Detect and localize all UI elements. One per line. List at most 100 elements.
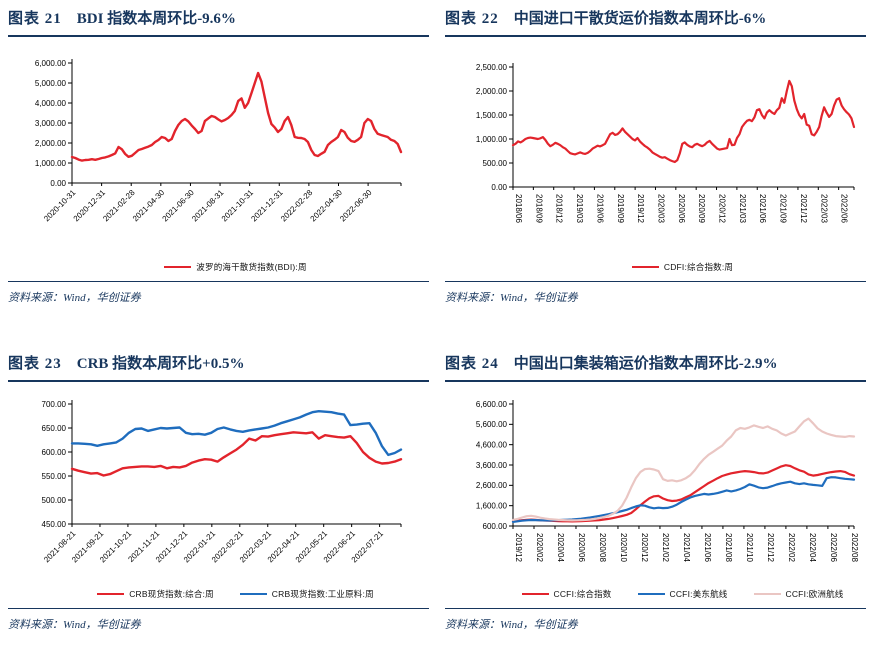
legend-item: CRB现货指数:综合:周 — [97, 588, 214, 600]
x-axis-tick-label: 2020/06 — [577, 533, 586, 562]
y-axis-tick-label: 2,000.00 — [35, 139, 67, 148]
y-axis-tick-label: 2,500.00 — [476, 63, 508, 72]
bdi-line-chart: 0.00 1,000.00 2,000.00 3,000.00 4,000.00 5,00… — [35, 59, 403, 224]
bdi-chart-legend: 波罗的海干散货指数(BDI):周 — [8, 257, 429, 277]
source-text: 资料来源：Wind，华创证券 — [445, 292, 578, 304]
figure-label: 图表 23 — [8, 356, 62, 372]
legend-label: CCFI:美东航线 — [669, 589, 728, 599]
legend-item: CCFI:欧洲航线 — [753, 588, 844, 600]
figure-footer: 资料来源：Wind，华创证券 — [445, 281, 866, 306]
x-axis-tick-label: 2021/12 — [799, 194, 808, 223]
x-axis-tick-label: 2022/08 — [850, 533, 859, 562]
x-axis-tick-label: 2021/06 — [703, 533, 712, 562]
legend-item: CCFI:综合指数 — [521, 588, 612, 600]
figure-label: 图表 24 — [445, 356, 499, 372]
source-text: 资料来源：Wind，华创证券 — [445, 619, 578, 631]
x-axis-tick-label: 2021/04 — [682, 533, 691, 562]
x-axis-tick-label: 2020/02 — [535, 533, 544, 562]
series-line — [70, 410, 403, 457]
y-axis-tick-label: 600.00 — [483, 522, 508, 531]
figure-title: 中国进口干散货运价指数本周环比-6% — [513, 11, 767, 27]
x-axis-tick-label: 2022/06 — [840, 194, 849, 223]
x-axis-tick-label: 2022-06-30 — [338, 188, 374, 224]
y-axis-tick-label: 3,600.00 — [476, 461, 508, 470]
figure-header: 图表 23 CRB 指数本周环比+0.5% — [8, 355, 429, 382]
source-text: 资料来源：Wind，华创证券 — [8, 292, 141, 304]
x-axis-tick-label: 2021/09 — [779, 194, 788, 223]
figure-header: 图表 24 中国出口集装箱运价指数本周环比-2.9% — [445, 355, 866, 382]
y-axis-tick-label: 550.00 — [42, 472, 67, 481]
x-axis-tick-label: 2020/04 — [556, 533, 565, 562]
y-axis-tick-label: 4,600.00 — [476, 440, 508, 449]
x-axis-tick-label: 2020/10 — [619, 533, 628, 562]
x-axis-tick-label: 2020/03 — [656, 194, 665, 223]
y-axis-tick-label: 1,600.00 — [476, 501, 508, 510]
series-line — [511, 464, 856, 523]
legend-line-swatch — [164, 265, 192, 269]
legend-line-swatch — [239, 592, 267, 596]
x-axis-tick-label: 2019/12 — [636, 194, 645, 223]
legend-line-swatch — [521, 592, 549, 596]
y-axis-tick-label: 1,000.00 — [35, 159, 67, 168]
y-axis-tick-label: 450.00 — [42, 520, 67, 529]
x-axis-tick-label: 2022/06 — [829, 533, 838, 562]
x-axis-tick-label: 2021/03 — [738, 194, 747, 223]
x-axis-tick-label: 2018/06 — [514, 194, 523, 223]
x-axis-tick-label: 2022/03 — [819, 194, 828, 223]
ccfi-line-chart: 600.00 1,600.00 2,600.00 3,600.00 4,600.00 5,… — [476, 400, 859, 563]
figure-footer: 资料来源：Wind，华创证券 — [445, 608, 866, 633]
legend-item: CRB现货指数:工业原料:周 — [239, 588, 374, 600]
y-axis-tick-label: 1,000.00 — [476, 135, 508, 144]
x-axis-tick-label: 2019/12 — [514, 533, 523, 562]
figure-panel-ccfi: 图表 24 中国出口集装箱运价指数本周环比-2.9% 600.00 1,600.00… — [437, 345, 874, 661]
x-axis-tick-label: 2021/02 — [661, 533, 670, 562]
series-line — [70, 71, 403, 162]
figure-header: 图表 21 BDI 指数本周环比-9.6% — [8, 10, 429, 37]
x-axis-tick-label: 2019/09 — [616, 194, 625, 223]
x-axis-tick-label: 2021/10 — [745, 533, 754, 562]
legend-label: CDFI:综合指数:周 — [663, 262, 734, 272]
figure-label: 图表 21 — [8, 11, 62, 27]
y-axis-tick-label: 500.00 — [42, 496, 67, 505]
x-axis-tick-label: 2020/08 — [598, 533, 607, 562]
y-axis-tick-label: 2,000.00 — [476, 87, 508, 96]
legend-label: CRB现货指数:工业原料:周 — [271, 589, 374, 599]
legend-label: CRB现货指数:综合:周 — [129, 589, 214, 599]
figure-title: CRB 指数本周环比+0.5% — [76, 356, 245, 372]
x-axis-tick-label: 2020/12 — [718, 194, 727, 223]
legend-item: 波罗的海干散货指数(BDI):周 — [164, 261, 307, 273]
cdfi-chart-legend: CDFI:综合指数:周 — [445, 257, 866, 277]
x-axis-tick-label: 2022/02 — [787, 533, 796, 562]
y-axis-tick-label: 2,600.00 — [476, 481, 508, 490]
legend-line-swatch — [97, 592, 125, 596]
figure-footer: 资料来源：Wind，华创证券 — [8, 608, 429, 633]
crb-chart-legend: CRB现货指数:综合:周 CRB现货指数:工业原料:周 — [8, 584, 429, 604]
y-axis-tick-label: 1,500.00 — [476, 111, 508, 120]
series-line — [511, 79, 856, 164]
figure-panel-crb: 图表 23 CRB 指数本周环比+0.5% 450.00 500.00 550.00 6… — [0, 345, 437, 661]
legend-line-swatch — [637, 592, 665, 596]
figure-footer: 资料来源：Wind，华创证券 — [8, 281, 429, 306]
x-axis-tick-label: 2018/12 — [555, 194, 564, 223]
figure-title: 中国出口集装箱运价指数本周环比-2.9% — [513, 356, 778, 372]
x-axis-tick-label: 2020/12 — [640, 533, 649, 562]
y-axis-tick-label: 6,600.00 — [476, 400, 508, 409]
figure-panel-bdi: 图表 21 BDI 指数本周环比-9.6% 0.00 1,000.00 2,000.0… — [0, 0, 437, 345]
y-axis-tick-label: 3,000.00 — [35, 119, 67, 128]
legend-line-swatch — [753, 592, 781, 596]
y-axis-tick-label: 650.00 — [42, 424, 67, 433]
legend-line-swatch — [631, 265, 659, 269]
x-axis-tick-label: 2018/09 — [534, 194, 543, 223]
x-axis-tick-label: 2019/03 — [575, 194, 584, 223]
figure-title: BDI 指数本周环比-9.6% — [76, 11, 236, 27]
y-axis-tick-label: 4,000.00 — [35, 99, 67, 108]
crb-line-chart: 450.00500.00550.00600.00650.00700.002021… — [42, 400, 403, 564]
x-axis-tick-label: 2019/06 — [595, 194, 604, 223]
legend-item: CDFI:综合指数:周 — [631, 261, 734, 273]
legend-item: CCFI:美东航线 — [637, 588, 728, 600]
legend-label: CCFI:欧洲航线 — [785, 589, 844, 599]
series-line — [70, 431, 403, 477]
series-line — [511, 417, 856, 522]
y-axis-tick-label: 5,000.00 — [35, 79, 67, 88]
